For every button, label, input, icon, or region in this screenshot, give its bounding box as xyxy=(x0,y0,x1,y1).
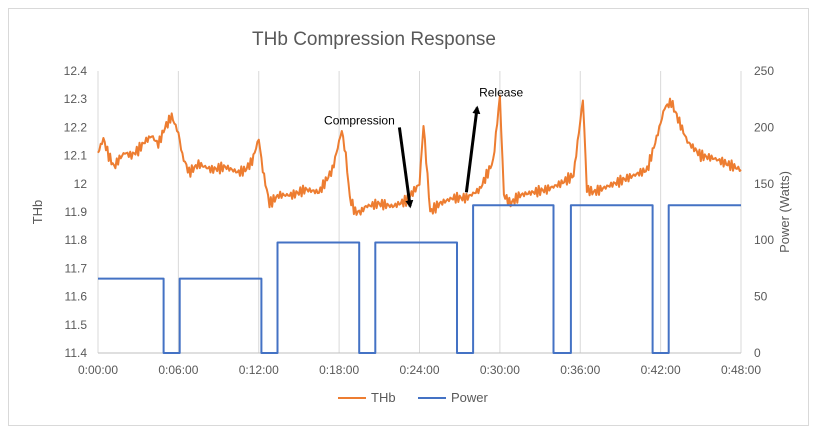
x-tick-label: 0:42:00 xyxy=(641,363,681,377)
series-group xyxy=(97,94,742,354)
x-tick-label: 0:12:00 xyxy=(239,363,279,377)
series-line-power xyxy=(98,204,741,354)
x-tick-label: 0:48:00 xyxy=(721,363,761,377)
y2-tick-label: 150 xyxy=(754,177,774,191)
annotation-label: Compression xyxy=(324,113,395,127)
y-tick-label: 12.1 xyxy=(64,149,88,163)
x-tick-label: 0:06:00 xyxy=(158,363,198,377)
y-tick-label: 11.4 xyxy=(65,346,88,360)
series-line-thb xyxy=(97,94,742,216)
annotation-arrow xyxy=(397,127,414,209)
y2-tick-label: 0 xyxy=(754,346,761,360)
annotation-label: Release xyxy=(479,86,523,100)
y2-tick-label: 250 xyxy=(754,64,774,78)
y-tick-label: 11.6 xyxy=(65,290,88,304)
y-tick-label: 11.5 xyxy=(65,318,88,332)
y2-tick-label: 100 xyxy=(754,233,774,247)
gridlines xyxy=(97,71,742,353)
x-tick-label: 0:24:00 xyxy=(399,363,439,377)
y-tick-label: 12.4 xyxy=(64,64,88,78)
y-tick-label: 11.9 xyxy=(65,205,88,219)
legend-label-thb: THb xyxy=(371,390,396,405)
y-tick-label: 12.3 xyxy=(64,92,88,106)
y2-tick-label: 200 xyxy=(754,120,774,134)
x-tick-label: 0:30:00 xyxy=(480,363,520,377)
legend-label-power: Power xyxy=(451,390,489,405)
legend: THb Power xyxy=(338,390,489,405)
annotations: Compression Release xyxy=(324,86,523,209)
axes: 0:00:00 0:06:00 0:12:00 0:18:00 0:24:00 0:30:… xyxy=(64,64,775,377)
y-tick-label: 12.2 xyxy=(64,120,88,134)
x-tick-label: 0:18:00 xyxy=(319,363,359,377)
chart-frame xyxy=(8,8,809,426)
y2-axis-title: Power (Watts) xyxy=(777,171,792,253)
annotation-arrow xyxy=(464,105,481,193)
y2-tick-label: 50 xyxy=(754,290,768,304)
y-tick-label: 11.8 xyxy=(65,233,88,247)
x-tick-label: 0:00:00 xyxy=(78,363,118,377)
chart-title: THb Compression Response xyxy=(252,29,496,50)
x-tick-label: 0:36:00 xyxy=(560,363,600,377)
y-tick-label: 12 xyxy=(74,177,88,191)
y-axis-title: THb xyxy=(30,200,45,225)
y-tick-label: 11.7 xyxy=(65,261,88,275)
